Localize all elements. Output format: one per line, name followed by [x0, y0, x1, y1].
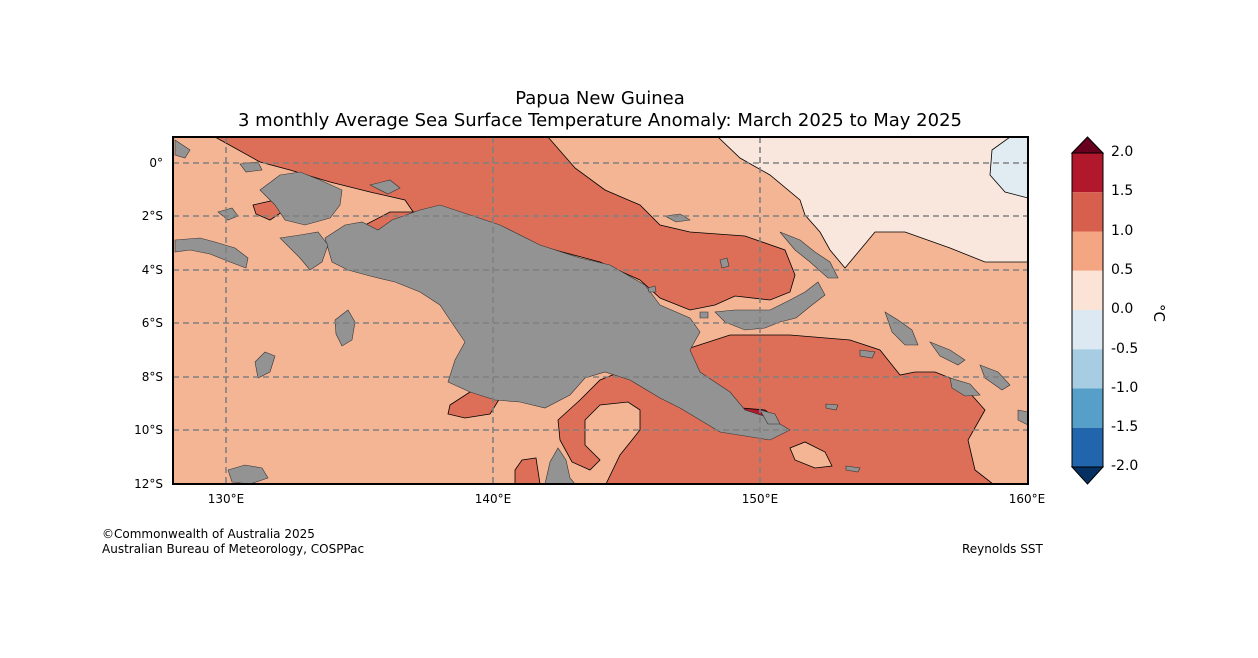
- colorbar-unit-label: °C: [1149, 304, 1168, 322]
- anomaly-region-1.0-1.5-north: [213, 136, 796, 311]
- lat-label-10s: 10°S: [134, 423, 163, 437]
- lon-label-160e: 160°E: [1008, 492, 1046, 506]
- colorbar-tick-1.0: 1.0: [1111, 223, 1134, 239]
- colorbar-tick-0.0: 0.0: [1111, 301, 1134, 317]
- map-title: Papua New Guinea: [515, 88, 685, 109]
- island-small-1: [647, 285, 657, 293]
- island-tanimbar: [254, 351, 276, 379]
- copyright-text: ©Commonwealth of Australia 2025: [102, 527, 315, 541]
- lat-label-8s: 8°S: [141, 370, 163, 384]
- island-guadalcanal: [949, 377, 981, 397]
- island-manus: [664, 213, 691, 223]
- island-halmahera: [174, 139, 191, 159]
- colorbar-tick-m2.0: -2.0: [1111, 458, 1139, 474]
- island-west-1: [174, 237, 249, 269]
- map-subtitle: 3 monthly Average Sea Surface Temperatur…: [238, 110, 962, 131]
- colorbar-bin-m1.5-m1.0: [1072, 388, 1103, 428]
- colorbar-bin-m1.0-m0.5: [1072, 349, 1103, 389]
- island-bougainville: [884, 311, 919, 346]
- colorbar-bin-0.0-0.5: [1072, 270, 1103, 310]
- lat-label-0: 0°: [149, 156, 163, 170]
- island-small-4: [859, 349, 876, 359]
- colorbar-extend-top: [1070, 136, 1105, 154]
- colorbar-frame: [1071, 152, 1104, 468]
- island-solomons-1: [929, 341, 966, 366]
- island-timor: [227, 464, 269, 485]
- colorbar-bin-m2.0-m1.5: [1072, 427, 1103, 467]
- anomaly-region-0.0-0.5: [717, 136, 1029, 269]
- lat-label-2s: 2°S: [141, 209, 163, 223]
- lat-label-4s: 4°S: [141, 263, 163, 277]
- island-woodlark: [845, 465, 861, 473]
- island-small-2: [239, 161, 263, 173]
- lon-label-150e: 150°E: [741, 492, 779, 506]
- colorbar-tick-1.5: 1.5: [1111, 183, 1134, 199]
- island-kiriwina: [825, 403, 839, 411]
- lat-label-12s: 12°S: [134, 477, 163, 491]
- lat-label-6s: 6°S: [141, 316, 163, 330]
- island-aru: [334, 309, 356, 347]
- colorbar-tick-2.0: 2.0: [1111, 144, 1134, 160]
- anomaly-region-1.0-1.5-strait: [514, 457, 541, 485]
- graticule: [173, 137, 1028, 484]
- colorbar-bin-1.5-2.0: [1072, 153, 1103, 193]
- colorbar-bin-1.0-1.5: [1072, 192, 1103, 232]
- birds-head-peninsula: [259, 171, 343, 226]
- island-small-3: [699, 311, 709, 319]
- anomaly-region-0.5-1.0-coral: [789, 441, 833, 469]
- island-tagula-area: [714, 281, 826, 331]
- colorbar-tick-m0.5: -0.5: [1111, 341, 1139, 357]
- lon-label-130e: 130°E: [207, 492, 245, 506]
- island-biak: [369, 179, 401, 195]
- island-karkar: [719, 257, 730, 269]
- anomaly-region-1.0-1.5-south: [557, 334, 995, 485]
- colorbar-bin-m0.5-0.0: [1072, 310, 1103, 350]
- data-source-text: Reynolds SST: [962, 542, 1043, 556]
- colorbar-tick-m1.5: -1.5: [1111, 419, 1139, 435]
- island-ceram: [279, 231, 329, 271]
- colorbar-tick-m1.0: -1.0: [1111, 380, 1139, 396]
- island-d-entrecasteaux: [759, 409, 781, 425]
- colorbar-tick-0.5: 0.5: [1111, 262, 1134, 278]
- colorbar-extend-bottom: [1070, 466, 1105, 485]
- lon-label-140e: 140°E: [474, 492, 512, 506]
- agency-text: Australian Bureau of Meteorology, COSPPa…: [102, 542, 365, 556]
- map-frame: [172, 136, 1029, 485]
- island-new-ireland: [779, 231, 839, 279]
- colorbar-bin-0.5-1.0: [1072, 231, 1103, 271]
